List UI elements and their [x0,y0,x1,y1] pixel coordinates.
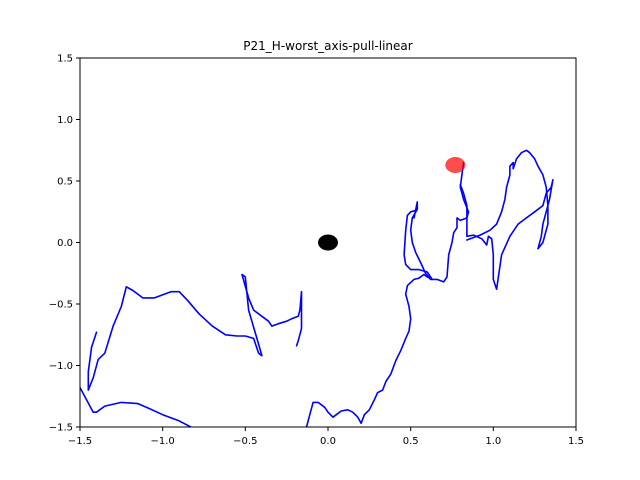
trajectory-line-4 [459,149,554,290]
y-tick-label: 1.0 [57,115,73,126]
y-tick-label: −1.0 [49,361,73,372]
y-tick-label: 1.5 [57,54,73,65]
x-tick-label: 1.5 [568,436,584,447]
y-tick-label: −0.5 [49,300,73,311]
x-tick-label: −1.0 [151,436,175,447]
plot-area [80,149,554,427]
x-tick-label: −1.5 [68,436,92,447]
y-tick-label: −1.5 [49,423,73,434]
goal-marker [445,157,466,174]
chart-title: P21_H-worst_axis-pull-linear [243,39,413,53]
trajectory-line-2 [80,386,192,427]
y-tick-label: 0.0 [57,238,73,249]
x-tick-label: 0.5 [403,436,419,447]
x-tick-label: −0.5 [233,436,257,447]
x-tick-label: 0.0 [320,436,336,447]
y-tick-label: 0.5 [57,177,73,188]
trajectory-line-3 [305,161,470,427]
axes: −1.5 −1.0 −0.5 0.0 0.5 1.0 1.5 −1.5 −1.0 −0.5 0.0 0… [49,54,584,448]
trajectory-line-1 [87,273,303,391]
start-marker [318,234,338,251]
x-tick-label: 1.0 [485,436,501,447]
